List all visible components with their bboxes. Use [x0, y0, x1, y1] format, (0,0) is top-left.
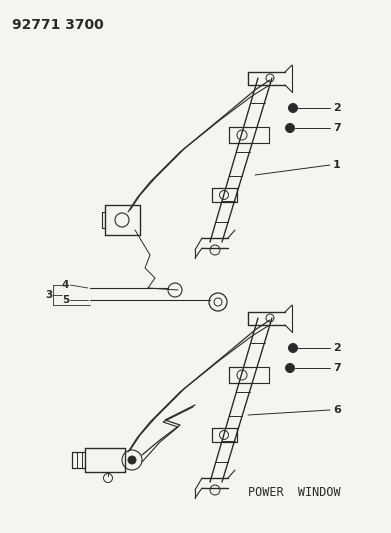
- Text: POWER  WINDOW: POWER WINDOW: [248, 486, 341, 498]
- Circle shape: [128, 456, 136, 464]
- Text: 2: 2: [333, 103, 341, 113]
- Circle shape: [285, 364, 294, 373]
- Text: 6: 6: [333, 405, 341, 415]
- Text: 5: 5: [62, 295, 69, 305]
- Text: 7: 7: [333, 123, 341, 133]
- Circle shape: [285, 124, 294, 133]
- Text: 3: 3: [45, 290, 52, 300]
- Text: 1: 1: [333, 160, 341, 170]
- Circle shape: [289, 343, 298, 352]
- Text: 4: 4: [62, 280, 69, 290]
- Circle shape: [289, 103, 298, 112]
- Text: 7: 7: [333, 363, 341, 373]
- Text: 92771 3700: 92771 3700: [12, 18, 104, 32]
- Text: 2: 2: [333, 343, 341, 353]
